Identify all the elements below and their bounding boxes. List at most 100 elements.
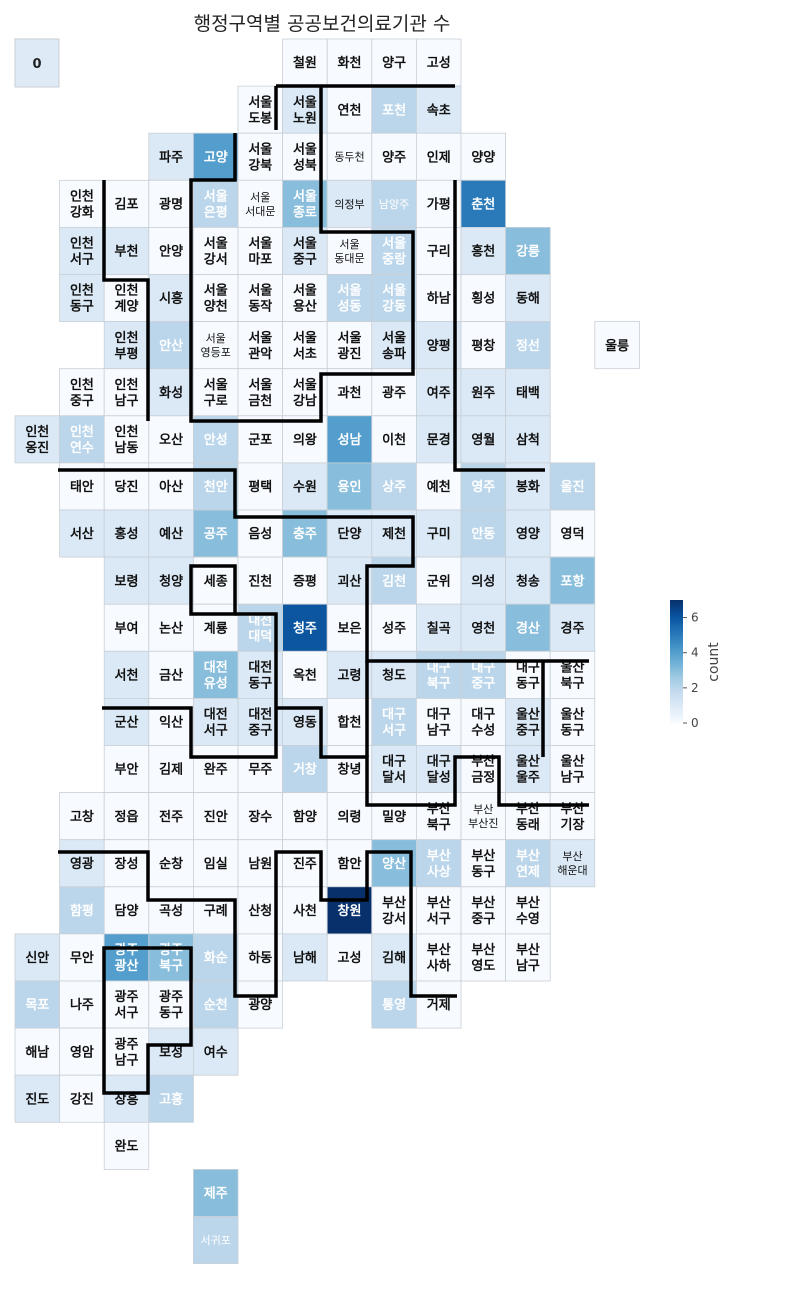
tile-rect	[59, 509, 105, 558]
tile: 서울 동대문	[326, 226, 373, 275]
tile: 용인	[326, 462, 373, 511]
tile-label: 부안	[115, 762, 139, 778]
missing-legend: 0	[14, 38, 60, 88]
tile-label: 인천 옹진	[25, 424, 49, 456]
tile-rect	[505, 839, 551, 888]
tile-label: 사천	[293, 903, 317, 919]
tile-label: 부산 수영	[516, 895, 540, 927]
tile-label: 완도	[115, 1140, 139, 1155]
tile: 서울 강서	[192, 226, 239, 275]
tile-label: 예천	[427, 479, 451, 495]
tile-label: 용인	[338, 479, 362, 495]
tile: 논산	[148, 603, 194, 652]
tile-rect	[326, 698, 373, 746]
tile: 양양	[460, 132, 506, 181]
tile-label: 연천	[338, 103, 362, 118]
tile-label: 여주	[427, 385, 451, 401]
tile-label: 횡성	[471, 291, 495, 307]
tile-label: 제천	[382, 527, 406, 542]
tile: 진천	[237, 556, 283, 605]
tile-rect	[103, 415, 150, 464]
tile-label: 수원	[293, 480, 317, 495]
tile-label: 장수	[248, 809, 272, 825]
tile-label: 부산 서구	[427, 895, 451, 927]
tile-rect	[460, 274, 506, 322]
tile: 부산 남구	[505, 933, 551, 982]
tile-label: 서울 강북	[248, 141, 272, 173]
tile: 평창	[460, 321, 506, 370]
tile-label: 인천 계양	[115, 283, 139, 315]
tile-rect	[282, 226, 328, 275]
tile: 고양	[192, 132, 239, 181]
tile-label: 증평	[293, 573, 317, 589]
tile-label: 부산 사하	[427, 942, 451, 974]
tile-label: 담양	[115, 904, 139, 919]
tile: 울릉	[594, 321, 640, 370]
tile-label: 고창	[70, 809, 94, 825]
tile-label: 울산 북구	[561, 660, 585, 692]
tile: 인천 남구	[103, 368, 150, 417]
tile-rect	[192, 1169, 239, 1217]
tile-label: 양양	[471, 150, 495, 165]
tile: 완도	[103, 1121, 150, 1170]
tile-rect	[505, 603, 551, 652]
tile-label: 춘천	[471, 198, 495, 213]
tile-label: 대구 수성	[471, 708, 495, 739]
tile-rect	[594, 321, 640, 370]
tile-rect	[282, 38, 328, 87]
tile-rect	[192, 698, 239, 746]
tile-label: 양평	[427, 338, 451, 354]
tile-label: 부여	[115, 620, 139, 636]
tile-label: 화순	[204, 950, 228, 966]
tile: 청양	[148, 556, 194, 605]
tile-rect	[148, 179, 194, 228]
tile: 청주	[282, 603, 328, 652]
tile-label: 계룡	[204, 621, 228, 636]
tile: 진안	[192, 792, 239, 841]
tile: 임실	[192, 839, 239, 888]
tile: 김제	[148, 745, 194, 793]
tile-label: 영주	[471, 480, 495, 495]
tile-label: 보성	[159, 1045, 183, 1060]
tile-rect	[282, 462, 328, 511]
tile-label: 상주	[382, 480, 406, 495]
tile-label: 당진	[115, 479, 139, 495]
tile: 안산	[148, 321, 194, 370]
tile-label: 부산 사상	[427, 848, 451, 880]
tile-label: 울릉	[605, 338, 629, 354]
tile: 부여	[103, 603, 150, 652]
tile-label: 삼척	[516, 432, 540, 448]
tile: 군포	[237, 415, 283, 464]
tile-label: 서울 도봉	[248, 94, 272, 126]
tile-label: 인천 강화	[70, 189, 94, 221]
tile-label: 장성	[115, 856, 139, 872]
tile: 영광	[59, 839, 105, 888]
tile-rect	[415, 933, 462, 982]
tile-label: 부산 동구	[471, 848, 495, 880]
tile-label: 양산	[382, 856, 406, 872]
tile-label: 해남	[25, 1044, 49, 1060]
tile-label: 대전 유성	[204, 660, 228, 692]
tile: 신안	[14, 933, 60, 982]
tile: 금산	[148, 650, 194, 699]
tile: 장흥	[103, 1074, 150, 1123]
tile-rect	[371, 132, 417, 181]
tile: 상주	[371, 462, 417, 511]
tile: 과천	[326, 368, 373, 417]
tile-label: 부산 해운대	[557, 850, 587, 877]
tile: 함평	[59, 886, 105, 935]
tile: 영암	[59, 1027, 105, 1076]
tile: 서울 강동	[371, 274, 417, 322]
colorbar-gradient	[670, 600, 683, 723]
tile-label: 원주	[471, 386, 495, 401]
tile-rect	[148, 886, 194, 935]
tile-rect	[505, 321, 551, 370]
tile: 완주	[192, 745, 239, 793]
tile: 성남	[326, 415, 373, 464]
tile: 양주	[371, 132, 417, 181]
tile-label: 서울 강남	[293, 377, 317, 409]
province-border	[102, 946, 193, 1095]
tile: 경산	[505, 603, 551, 652]
tile: 서울 금천	[237, 368, 283, 417]
tile-label: 대구 달성	[427, 755, 451, 786]
